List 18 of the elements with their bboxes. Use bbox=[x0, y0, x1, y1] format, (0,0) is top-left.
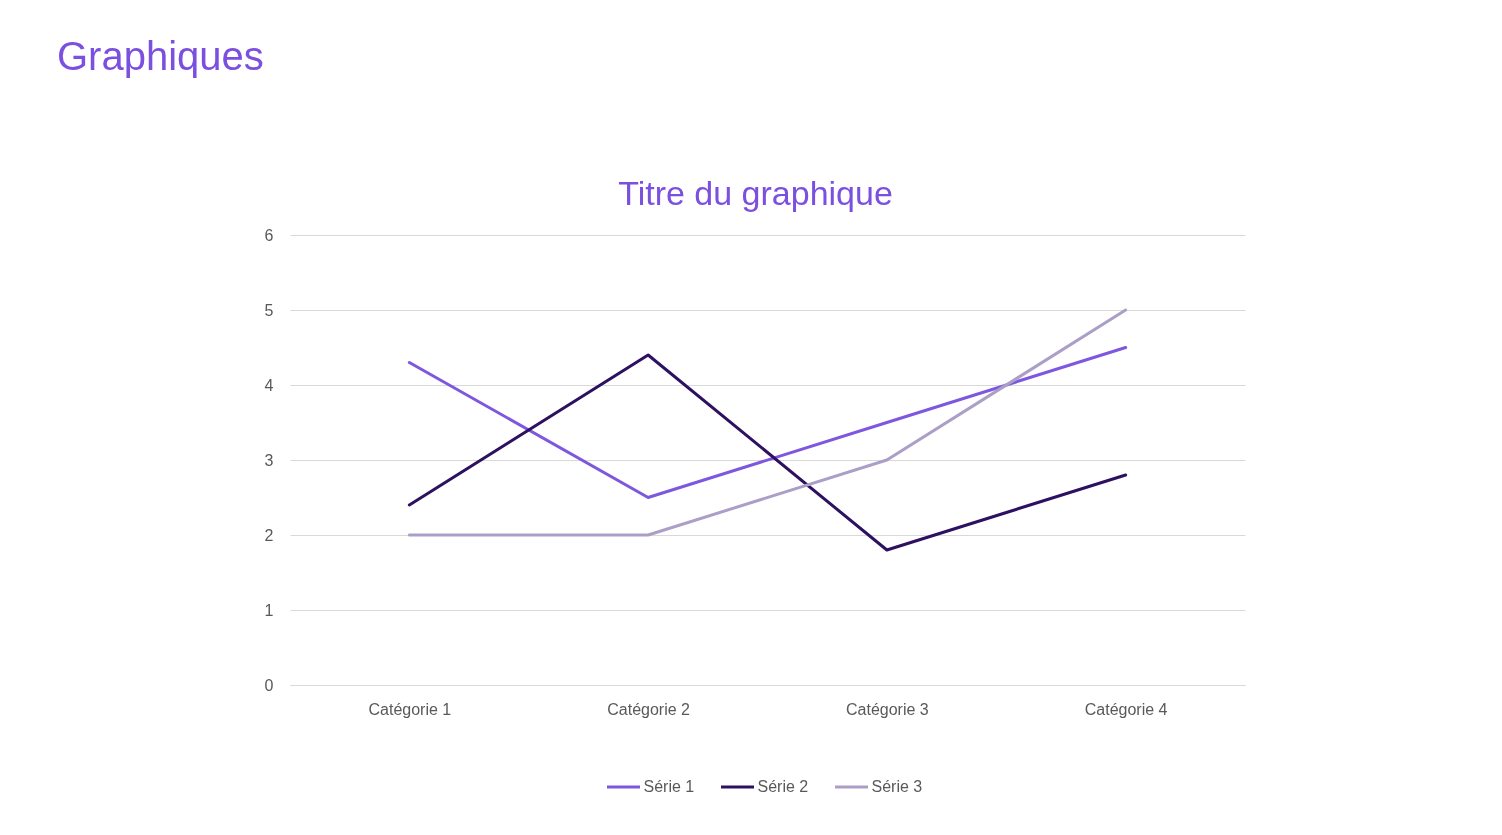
y-tick-label: 3 bbox=[264, 451, 274, 469]
legend-label: Série 1 bbox=[643, 778, 695, 795]
x-tick-label: Catégorie 2 bbox=[607, 700, 691, 718]
y-tick-label: 4 bbox=[264, 376, 274, 394]
y-tick-label: 6 bbox=[264, 226, 274, 244]
legend-label: Série 3 bbox=[871, 778, 923, 795]
y-tick-label: 1 bbox=[264, 601, 274, 619]
y-tick-label: 0 bbox=[264, 676, 274, 694]
x-tick-label: Catégorie 4 bbox=[1084, 700, 1168, 718]
line-series bbox=[407, 346, 1128, 499]
legend-label: Série 2 bbox=[757, 778, 809, 795]
x-tick-label: Catégorie 3 bbox=[846, 700, 929, 718]
chart-title: Graphiques bbox=[57, 34, 264, 78]
x-tick-label: Catégorie 1 bbox=[368, 700, 452, 718]
y-tick-label: 5 bbox=[264, 301, 274, 319]
y-tick-label: 2 bbox=[264, 526, 274, 544]
line-series bbox=[407, 353, 1128, 552]
chart-subtitle: Titre du graphique bbox=[618, 174, 893, 212]
